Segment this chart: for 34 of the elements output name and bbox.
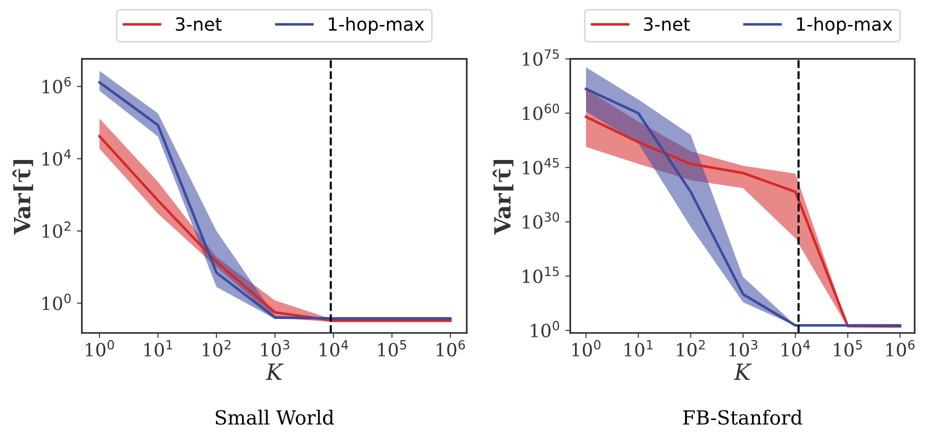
- text: Small World: [216, 410, 334, 425]
- y-tick-label: 10$^{4}$: [42, 149, 71, 166]
- y-tick-label: 10$^{45}$: [522, 158, 559, 175]
- text: FB-Stanford: [683, 410, 802, 425]
- x-axis-title: K: [734, 364, 752, 380]
- x-tick-label: 10$^{3}$: [729, 340, 758, 357]
- x-tick-label: 10$^{0}$: [572, 340, 600, 357]
- y-axis-title: Var[τ̂]: [492, 160, 514, 235]
- x-tick-label: 10$^{5}$: [834, 340, 862, 357]
- y-tick-label: 10$^{15}$: [522, 266, 559, 284]
- x-tick-label: 10$^{6}$: [436, 340, 465, 357]
- y-tick-label: 10$^{60}$: [522, 104, 560, 120]
- x-axis-title: K: [266, 364, 284, 380]
- x-tick-label: 10$^{6}$: [886, 340, 915, 357]
- x-tick-label: 10$^{1}$: [624, 340, 652, 357]
- legend-label: 3-net: [644, 17, 690, 31]
- x-tick-label: 10$^{5}$: [378, 340, 406, 357]
- x-tick-label: 10$^{1}$: [144, 340, 172, 357]
- y-tick-label: 10$^{0}$: [530, 320, 560, 338]
- x-tick-label: 10$^{2}$: [677, 340, 705, 357]
- legend-label: 1-hop-max: [796, 16, 892, 34]
- y-tick-label: 10$^{6}$: [42, 76, 71, 94]
- x-tick-label: 10$^{2}$: [202, 340, 230, 357]
- x-tick-label: 10$^{4}$: [782, 340, 810, 357]
- x-tick-label: 10$^{4}$: [320, 340, 348, 357]
- y-axis-title: Var[τ̂]: [12, 160, 34, 235]
- y-tick-label: 10$^{0}$: [42, 294, 71, 310]
- x-tick-label: 10$^{0}$: [86, 340, 114, 357]
- legend-label: 1-hop-max: [328, 16, 424, 34]
- legend-label: 3-net: [176, 17, 222, 31]
- x-tick-label: 10$^{3}$: [261, 340, 290, 357]
- y-tick-label: 10$^{2}$: [42, 221, 70, 238]
- y-tick-label: 10$^{75}$: [522, 50, 559, 66]
- y-tick-label: 10$^{30}$: [522, 212, 560, 229]
